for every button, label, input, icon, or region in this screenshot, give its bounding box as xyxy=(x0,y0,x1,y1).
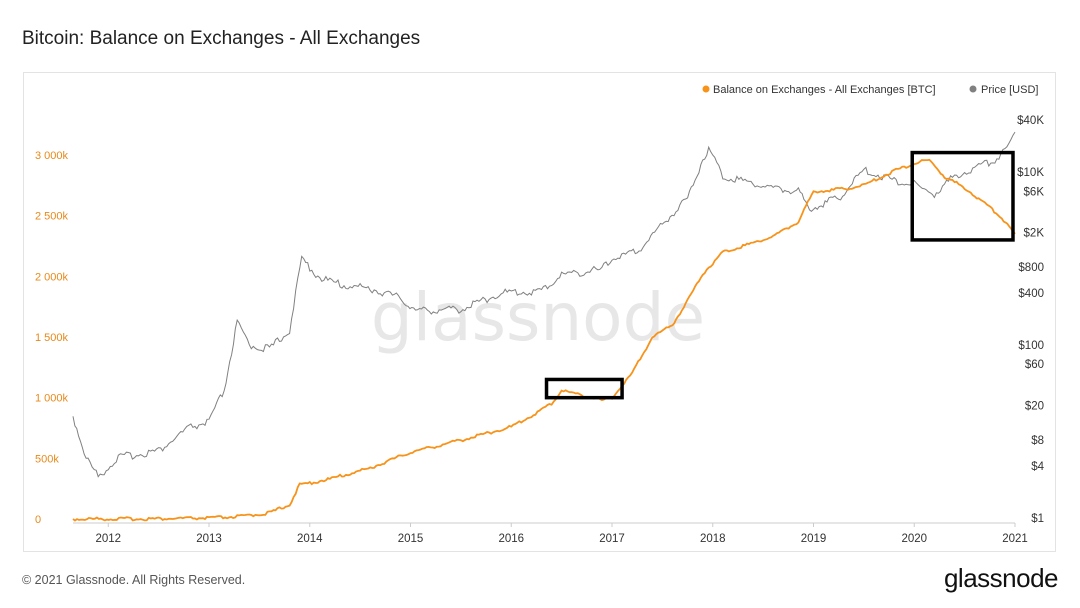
x-tick-label: 2017 xyxy=(599,533,625,545)
legend-balance-label: Balance on Exchanges - All Exchanges [BT… xyxy=(713,84,936,96)
x-tick-label: 2012 xyxy=(95,533,121,545)
chart-frame xyxy=(23,72,1056,552)
right-tick-label: $100 xyxy=(1018,340,1044,352)
x-tick-label: 2013 xyxy=(196,533,222,545)
watermark: glassnode xyxy=(371,279,705,356)
glassnode-logo: glassnode xyxy=(943,563,1059,593)
highlight-box-1 xyxy=(544,377,624,400)
x-tick-label: 2019 xyxy=(801,533,827,545)
x-tick-label: 2014 xyxy=(297,533,323,545)
x-tick-label: 2020 xyxy=(901,533,927,545)
right-tick-label: $4 xyxy=(1031,461,1044,473)
x-axis: 2012 2013 2014 2015 2016 2017 2018 2019 2020 2021 xyxy=(95,523,1028,545)
annotation-layer xyxy=(544,150,1015,400)
left-axis: 0 500k 1 000k 1 500k 2 000k 2 500k 3 000k xyxy=(35,150,69,526)
left-tick-label: 1 500k xyxy=(35,332,69,344)
legend-balance-marker xyxy=(702,85,710,93)
right-axis: $1 $4 $8 $20 $60 $100 $400 $800 $2K $6K $10K $40K xyxy=(1017,115,1044,525)
left-tick-label: 500k xyxy=(35,453,59,465)
right-tick-label: $20 xyxy=(1025,400,1044,412)
series-layer xyxy=(72,131,1016,522)
right-tick-label: $800 xyxy=(1018,262,1044,274)
x-tick-label: 2016 xyxy=(498,533,524,545)
right-tick-label: $6K xyxy=(1024,186,1045,198)
highlight-box-2 xyxy=(910,150,1015,242)
legend-price-label: Price [USD] xyxy=(981,84,1038,96)
left-tick-label: 1 000k xyxy=(35,393,69,405)
right-tick-label: $60 xyxy=(1025,359,1044,371)
x-tick-label: 2015 xyxy=(398,533,424,545)
left-tick-label: 2 500k xyxy=(35,211,69,223)
right-tick-label: $10K xyxy=(1017,167,1044,179)
right-tick-label: $1 xyxy=(1031,513,1044,525)
x-tick-label: 2018 xyxy=(700,533,726,545)
left-tick-label: 0 xyxy=(35,514,41,526)
right-tick-label: $40K xyxy=(1017,115,1044,127)
legend: Balance on Exchanges - All Exchanges [BT… xyxy=(702,84,1038,96)
right-tick-label: $2K xyxy=(1024,228,1045,240)
legend-price-marker xyxy=(969,85,977,93)
price-series-line xyxy=(72,131,1016,478)
right-tick-label: $8 xyxy=(1031,435,1044,447)
right-tick-label: $400 xyxy=(1018,288,1044,300)
copyright: © 2021 Glassnode. All Rights Reserved. xyxy=(22,573,246,587)
left-tick-label: 3 000k xyxy=(35,150,69,162)
balance-series-line xyxy=(72,158,1016,522)
x-tick-label: 2021 xyxy=(1002,533,1028,545)
chart-title: Bitcoin: Balance on Exchanges - All Exch… xyxy=(22,28,421,49)
left-tick-label: 2 000k xyxy=(35,271,69,283)
